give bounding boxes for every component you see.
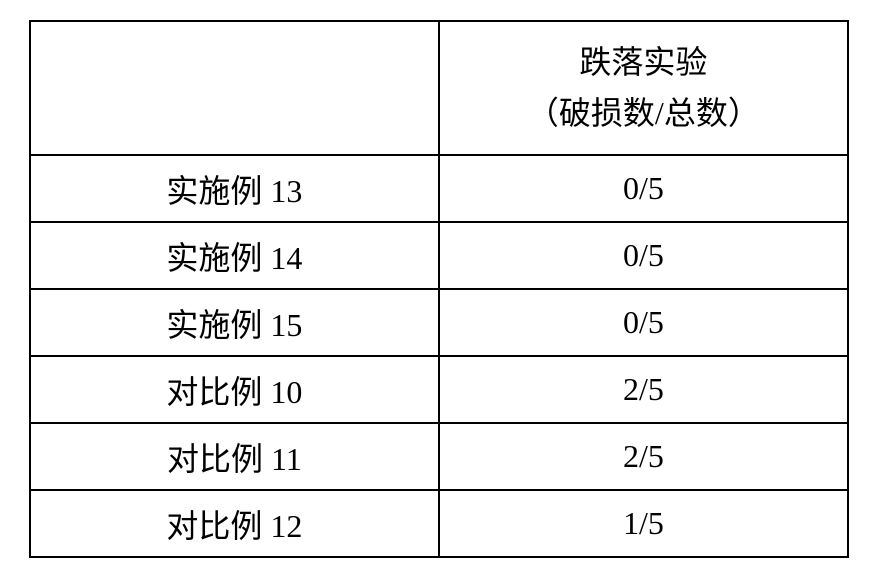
header-line1: 跌落实验 — [441, 37, 846, 88]
table-row: 对比例 11 2/5 — [30, 423, 848, 490]
table-row: 实施例 13 0/5 — [30, 155, 848, 222]
row-label: 实施例 13 — [30, 155, 439, 222]
row-label: 对比例 12 — [30, 490, 439, 557]
header-experiment-cell: 跌落实验 （破损数/总数） — [439, 21, 848, 155]
row-label: 对比例 10 — [30, 356, 439, 423]
row-value: 0/5 — [439, 222, 848, 289]
row-value: 1/5 — [439, 490, 848, 557]
row-value: 0/5 — [439, 289, 848, 356]
table-row: 实施例 15 0/5 — [30, 289, 848, 356]
table-body: 实施例 13 0/5 实施例 14 0/5 实施例 15 0/5 对比例 10 … — [30, 155, 848, 557]
table-row: 对比例 10 2/5 — [30, 356, 848, 423]
row-label: 实施例 14 — [30, 222, 439, 289]
table-header-row: 跌落实验 （破损数/总数） — [30, 21, 848, 155]
table-row: 实施例 14 0/5 — [30, 222, 848, 289]
header-blank-cell — [30, 21, 439, 155]
row-value: 2/5 — [439, 423, 848, 490]
header-line2: （破损数/总数） — [441, 88, 846, 139]
table-row: 对比例 12 1/5 — [30, 490, 848, 557]
row-value: 0/5 — [439, 155, 848, 222]
drop-test-table: 跌落实验 （破损数/总数） 实施例 13 0/5 实施例 14 0/5 实施例 … — [29, 20, 849, 558]
row-label: 实施例 15 — [30, 289, 439, 356]
row-value: 2/5 — [439, 356, 848, 423]
row-label: 对比例 11 — [30, 423, 439, 490]
